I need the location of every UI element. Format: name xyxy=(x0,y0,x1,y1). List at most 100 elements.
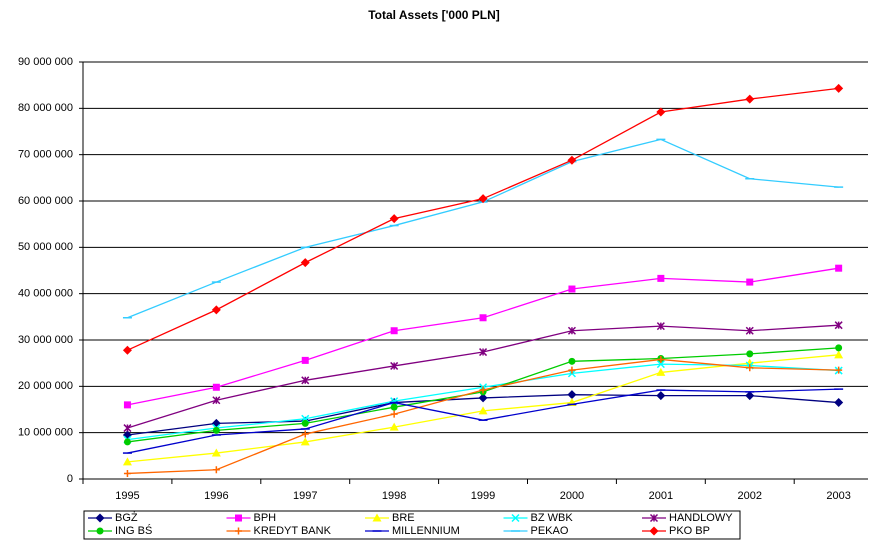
marker xyxy=(389,214,399,224)
marker xyxy=(372,513,382,522)
marker xyxy=(746,364,754,372)
marker xyxy=(656,367,666,376)
marker xyxy=(212,383,220,391)
marker xyxy=(122,457,132,466)
legend-label: PEKAO xyxy=(531,525,569,537)
marker xyxy=(746,350,754,358)
marker xyxy=(122,345,132,355)
x-tick-label: 1999 xyxy=(471,490,495,502)
marker xyxy=(834,398,844,408)
marker xyxy=(835,366,843,374)
marker xyxy=(212,426,220,434)
marker xyxy=(390,327,398,335)
marker xyxy=(656,360,665,369)
marker xyxy=(745,358,755,367)
series-line xyxy=(127,87,839,351)
marker xyxy=(123,438,131,446)
marker xyxy=(479,348,488,357)
marker xyxy=(479,386,487,394)
marker xyxy=(211,418,221,428)
marker xyxy=(211,448,221,457)
x-tick-label: 1996 xyxy=(204,490,228,502)
marker xyxy=(123,469,131,477)
marker xyxy=(390,410,398,418)
marker xyxy=(389,422,399,431)
marker xyxy=(95,513,105,523)
marker xyxy=(834,321,843,330)
marker xyxy=(568,366,576,374)
legend-label: BZ WBK xyxy=(531,512,574,524)
x-tick-label: 2003 xyxy=(826,490,850,502)
marker xyxy=(834,83,844,93)
x-tick-label: 2001 xyxy=(649,490,673,502)
x-tick-label: 1995 xyxy=(115,490,139,502)
marker xyxy=(478,406,488,415)
legend-label: HANDLOWY xyxy=(669,512,733,524)
marker xyxy=(745,391,755,401)
marker xyxy=(568,357,576,365)
marker xyxy=(745,326,754,335)
marker xyxy=(300,258,310,268)
legend-label: BPH xyxy=(254,512,277,524)
legend-label: KREDYT BANK xyxy=(254,525,332,537)
marker xyxy=(212,466,220,474)
legend-label: ING BŚ xyxy=(115,524,152,537)
marker xyxy=(511,513,520,523)
series-line xyxy=(127,358,839,475)
marker xyxy=(301,356,309,364)
marker xyxy=(835,264,843,272)
marker xyxy=(390,361,399,370)
y-tick-label: 50 000 000 xyxy=(18,241,73,253)
marker xyxy=(746,278,754,286)
marker xyxy=(212,396,221,405)
chart-title: Total Assets ['000 PLN] xyxy=(368,8,500,22)
series-line xyxy=(127,138,839,319)
marker xyxy=(390,403,398,411)
marker xyxy=(301,419,309,427)
x-tick-label: 2002 xyxy=(738,490,762,502)
marker xyxy=(745,94,755,104)
legend-label: PKO BP xyxy=(669,525,710,537)
legend-box xyxy=(83,510,741,540)
marker xyxy=(568,285,576,293)
marker xyxy=(235,527,242,535)
y-tick-label: 70 000 000 xyxy=(18,149,73,161)
marker xyxy=(211,305,221,315)
marker xyxy=(478,393,488,403)
y-tick-label: 30 000 000 xyxy=(18,334,73,346)
marker xyxy=(567,155,577,165)
marker xyxy=(656,391,666,401)
marker xyxy=(656,107,666,117)
series-line xyxy=(127,267,839,406)
marker xyxy=(656,322,665,331)
y-tick-label: 80 000 000 xyxy=(18,102,73,114)
marker xyxy=(235,514,242,522)
legend-label: MILLENNIUM xyxy=(392,525,460,537)
marker xyxy=(479,314,487,322)
marker xyxy=(123,424,132,433)
x-tick-label: 1997 xyxy=(293,490,317,502)
y-tick-label: 0 xyxy=(67,473,73,485)
y-tick-label: 90 000 000 xyxy=(18,56,73,68)
legend-label: BRE xyxy=(392,512,415,524)
marker xyxy=(649,526,659,536)
marker xyxy=(835,344,843,352)
marker xyxy=(567,390,577,400)
marker xyxy=(657,274,665,282)
marker xyxy=(96,527,104,535)
x-tick-label: 1998 xyxy=(382,490,406,502)
y-tick-label: 20 000 000 xyxy=(18,380,73,392)
marker xyxy=(567,326,576,335)
y-tick-label: 10 000 000 xyxy=(18,427,73,439)
marker xyxy=(834,350,844,359)
legend-label: BGŻ xyxy=(115,511,138,524)
marker xyxy=(301,430,309,438)
marker xyxy=(649,513,659,523)
x-tick-label: 2000 xyxy=(560,490,584,502)
marker xyxy=(478,194,488,204)
marker xyxy=(301,376,310,385)
marker xyxy=(657,355,665,363)
y-tick-label: 60 000 000 xyxy=(18,195,73,207)
marker xyxy=(123,401,131,409)
